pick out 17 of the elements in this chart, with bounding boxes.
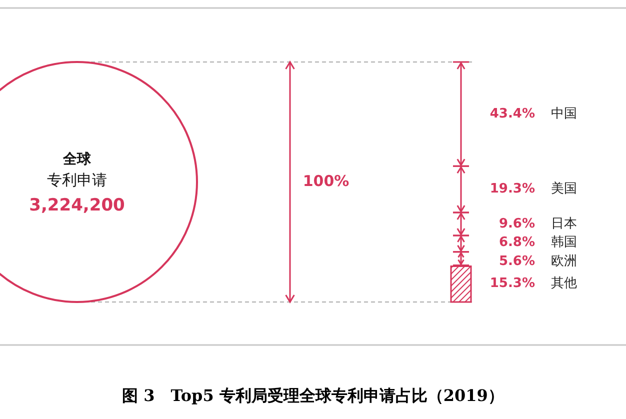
text: 3,224,200 [29, 195, 126, 216]
data-label: 9.6% [498, 216, 535, 232]
data-label: 19.3% [490, 182, 535, 197]
text: 图 3 Top5 专利局受理全球专利申请占比（2019） [122, 386, 504, 406]
category-label: 韩国 [551, 235, 577, 250]
data-label: 15.3% [490, 276, 535, 292]
category-label: 欧洲 [551, 254, 577, 269]
data-label: 43.4% [490, 106, 535, 122]
category-label: 日本 [551, 216, 577, 232]
category-label: 其他 [551, 276, 577, 292]
data-label: 6.8% [498, 235, 535, 250]
category-label: 美国 [551, 180, 577, 197]
data-label: 5.6% [498, 254, 535, 269]
category-label: 中国 [551, 106, 577, 122]
text: 专利申请 [47, 170, 107, 189]
text: 全球 [62, 152, 92, 168]
text: 100% [302, 172, 350, 190]
